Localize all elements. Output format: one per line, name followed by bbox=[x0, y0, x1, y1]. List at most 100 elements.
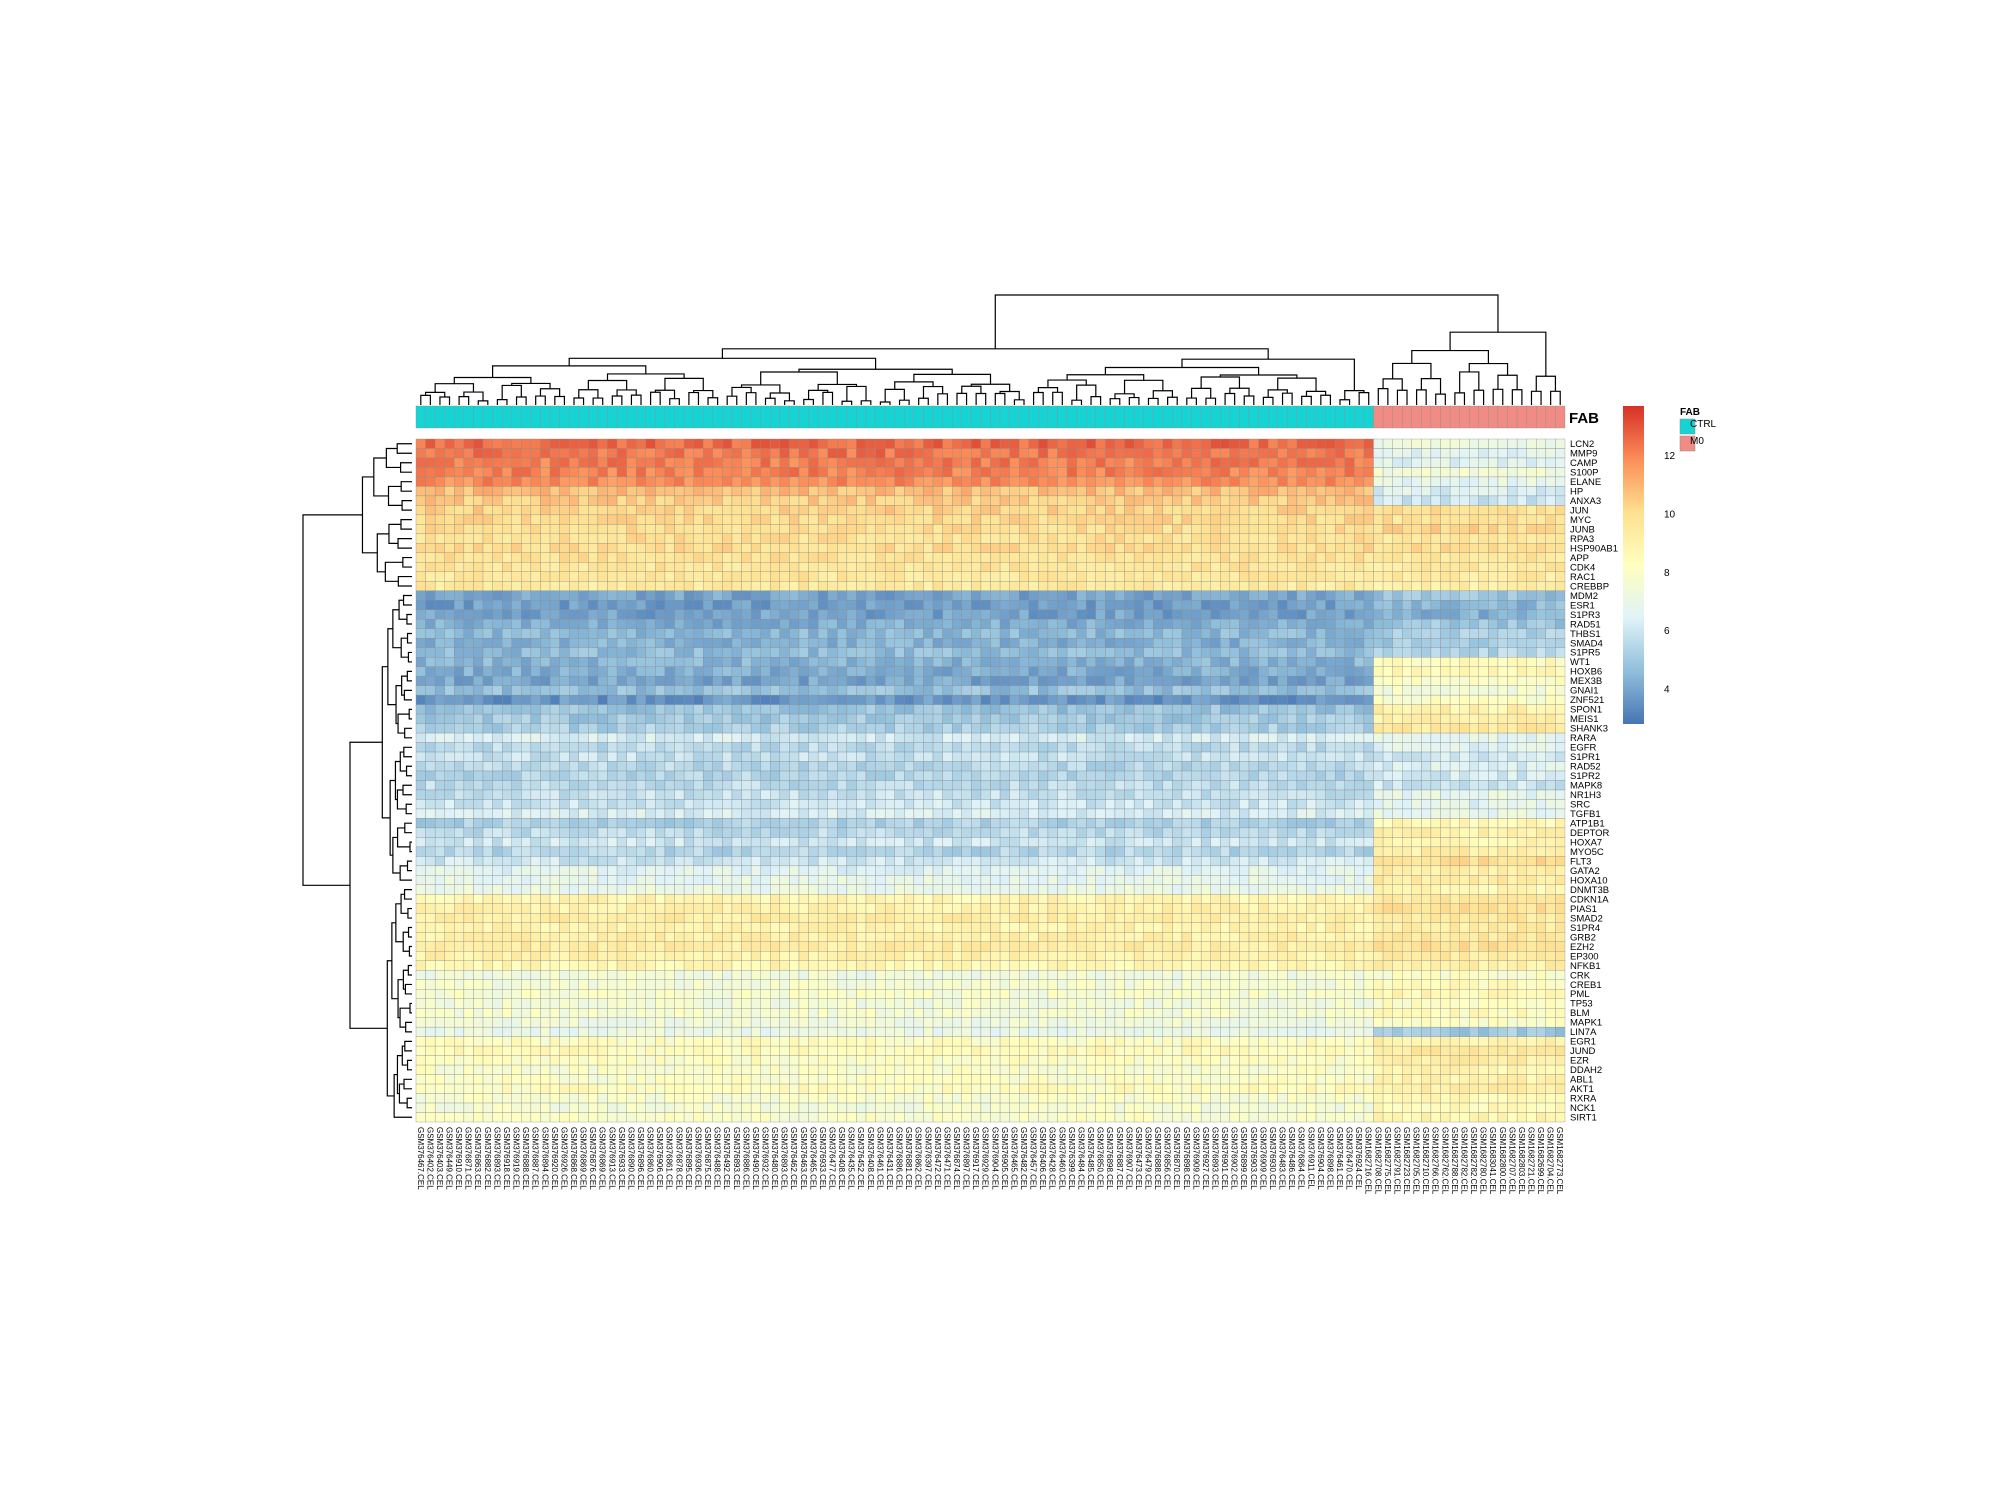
annotation-cell bbox=[894, 405, 905, 429]
heatmap-cell bbox=[770, 581, 781, 591]
heatmap-cell bbox=[731, 581, 742, 591]
heatmap-cell bbox=[1363, 751, 1374, 762]
heatmap-cell bbox=[1153, 600, 1164, 610]
heatmap-cell bbox=[1382, 751, 1393, 762]
heatmap-cell bbox=[1210, 694, 1221, 705]
heatmap-cell bbox=[865, 628, 876, 639]
heatmap-cell bbox=[999, 685, 1010, 696]
heatmap-cell bbox=[1382, 647, 1393, 658]
heatmap-cell bbox=[674, 524, 685, 535]
heatmap-cell bbox=[817, 600, 828, 610]
heatmap-cell bbox=[1478, 704, 1489, 715]
heatmap-cell bbox=[1153, 495, 1164, 506]
heatmap-cell bbox=[1287, 495, 1298, 506]
heatmap-cell bbox=[1239, 647, 1250, 658]
heatmap-cell bbox=[990, 514, 1001, 525]
heatmap-cell bbox=[434, 789, 445, 800]
heatmap-cell bbox=[1296, 476, 1307, 487]
heatmap-cell bbox=[1095, 619, 1106, 629]
heatmap-cell bbox=[1402, 609, 1412, 620]
heatmap-cell bbox=[1344, 694, 1355, 705]
heatmap-cell bbox=[1325, 799, 1336, 810]
heatmap-cell bbox=[932, 780, 943, 791]
heatmap-cell bbox=[1392, 543, 1403, 554]
heatmap-cell bbox=[980, 457, 991, 468]
heatmap-cell bbox=[846, 761, 857, 772]
annotation-cell bbox=[703, 405, 713, 429]
heatmap-cell bbox=[1019, 600, 1029, 610]
heatmap-cell bbox=[1277, 751, 1288, 762]
heatmap-cell bbox=[1124, 505, 1135, 516]
heatmap-cell bbox=[856, 543, 867, 554]
heatmap-cell bbox=[636, 495, 646, 506]
heatmap-cell bbox=[1382, 476, 1393, 487]
heatmap-cell bbox=[942, 514, 953, 525]
heatmap-cell bbox=[1363, 732, 1374, 743]
heatmap-cell bbox=[1354, 524, 1365, 535]
heatmap-cell bbox=[798, 657, 809, 667]
heatmap-cell bbox=[444, 514, 455, 525]
heatmap-cell bbox=[1239, 609, 1250, 620]
heatmap-cell bbox=[1430, 657, 1441, 667]
heatmap-cell bbox=[636, 723, 646, 734]
heatmap-cell bbox=[693, 467, 704, 478]
heatmap-cell bbox=[1124, 609, 1135, 620]
heatmap-cell bbox=[1220, 789, 1231, 800]
heatmap-cell bbox=[1287, 657, 1298, 667]
heatmap-cell bbox=[1344, 514, 1355, 525]
heatmap-cell bbox=[913, 723, 924, 734]
heatmap-cell bbox=[1028, 675, 1039, 686]
heatmap-cell bbox=[1057, 476, 1068, 487]
heatmap-cell bbox=[1536, 514, 1547, 525]
heatmap-cell bbox=[1469, 666, 1479, 677]
dendrogram-branch bbox=[1492, 388, 1504, 405]
dendrogram-branch bbox=[395, 903, 404, 943]
heatmap-cell bbox=[655, 799, 666, 810]
heatmap-cell bbox=[894, 723, 905, 734]
heatmap-cell bbox=[1200, 713, 1211, 724]
heatmap-cell bbox=[1306, 562, 1317, 572]
heatmap-cell bbox=[1047, 638, 1058, 648]
heatmap-cell bbox=[875, 619, 886, 629]
heatmap-cell bbox=[1545, 571, 1556, 582]
heatmap-cell bbox=[980, 780, 991, 791]
heatmap-cell bbox=[1162, 704, 1173, 715]
heatmap-cell bbox=[1373, 505, 1384, 516]
heatmap-cell bbox=[616, 761, 627, 772]
heatmap-cell bbox=[1153, 571, 1164, 582]
heatmap-cell bbox=[693, 505, 704, 516]
heatmap-cell bbox=[616, 704, 627, 715]
heatmap-cell bbox=[1516, 609, 1527, 620]
heatmap-cell bbox=[798, 742, 809, 753]
heatmap-cell bbox=[607, 543, 618, 554]
dendrogram-branch bbox=[403, 689, 412, 701]
heatmap-cell bbox=[875, 562, 886, 572]
heatmap-cell bbox=[597, 628, 608, 639]
heatmap-cell bbox=[837, 799, 848, 810]
heatmap-cell bbox=[837, 647, 848, 658]
heatmap-cell bbox=[1153, 761, 1164, 772]
heatmap-cell bbox=[779, 552, 790, 563]
heatmap-cell bbox=[473, 761, 484, 772]
heatmap-cell bbox=[1019, 495, 1029, 506]
heatmap-cell bbox=[1488, 467, 1499, 478]
dendrogram-branch bbox=[807, 389, 829, 400]
dendrogram-branch bbox=[999, 390, 1020, 400]
heatmap-cell bbox=[1430, 732, 1441, 743]
heatmap-cell bbox=[569, 789, 579, 800]
heatmap-cell bbox=[1277, 694, 1288, 705]
heatmap-cell bbox=[1028, 571, 1039, 582]
heatmap-cell bbox=[463, 638, 474, 648]
heatmap-cell bbox=[1382, 685, 1393, 696]
heatmap-cell bbox=[1057, 514, 1068, 525]
heatmap-cell bbox=[1344, 751, 1355, 762]
heatmap-cell bbox=[722, 694, 733, 705]
heatmap-cell bbox=[999, 657, 1010, 667]
heatmap-cell bbox=[1373, 780, 1384, 791]
heatmap-cell bbox=[827, 685, 838, 696]
heatmap-cell bbox=[1344, 571, 1355, 582]
heatmap-cell bbox=[683, 742, 694, 753]
heatmap-cell bbox=[1277, 486, 1288, 497]
heatmap-cell bbox=[1354, 476, 1365, 487]
heatmap-cell bbox=[588, 628, 599, 639]
